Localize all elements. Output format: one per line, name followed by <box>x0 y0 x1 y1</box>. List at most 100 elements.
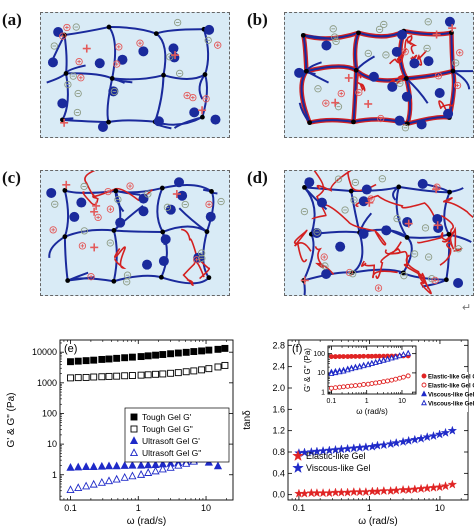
polymer-chain <box>48 235 66 259</box>
positive-ion <box>214 41 222 49</box>
y-tick-label: 100 <box>42 408 57 418</box>
crosslink-node <box>111 278 117 284</box>
negative-ion <box>300 207 309 216</box>
negative-ion <box>163 203 172 211</box>
data-point <box>167 369 175 377</box>
polymer-chain <box>405 77 429 104</box>
data-point <box>356 363 363 370</box>
data-point <box>328 385 334 391</box>
data-point <box>136 460 146 469</box>
positive-ion <box>63 23 71 32</box>
data-point <box>98 355 106 363</box>
positive-ion <box>94 213 102 222</box>
inset-legend-marker <box>421 373 427 379</box>
charged-bead <box>174 177 185 188</box>
positive-ion <box>322 99 330 107</box>
negative-ion <box>424 18 432 26</box>
data-point <box>121 372 129 380</box>
free-red-chain <box>82 171 99 206</box>
free-red-chain <box>356 73 366 92</box>
polymer-chain <box>198 73 206 100</box>
data-point <box>352 353 358 359</box>
data-point <box>144 352 152 360</box>
negative-ion <box>382 51 390 59</box>
data-point <box>388 354 395 361</box>
free-red-chain <box>316 171 377 192</box>
data-point <box>410 484 420 494</box>
polymer-chain <box>155 32 167 76</box>
free-red-chain <box>417 214 455 244</box>
negative-ion <box>421 224 430 232</box>
panel-label-e: (e) <box>64 343 77 355</box>
polymer-chain <box>65 64 86 74</box>
negative-ion <box>423 44 431 53</box>
data-point <box>416 483 426 493</box>
x-tick-label: 1 <box>136 503 141 513</box>
negative-ion <box>144 190 152 198</box>
polymer-chain <box>63 190 70 238</box>
negative-ion <box>51 200 59 208</box>
data-point <box>205 346 213 354</box>
polymer-chain <box>46 72 67 84</box>
negative-ion <box>349 270 357 278</box>
free-red-chain <box>114 246 127 269</box>
data-point <box>342 487 353 497</box>
free-red-chain <box>360 260 398 279</box>
positive-ion <box>126 182 134 190</box>
crosslink-node <box>202 72 208 77</box>
inset-legend-bg <box>420 372 468 412</box>
x-tick-label: 10 <box>201 503 211 513</box>
polymer-chain <box>108 119 156 124</box>
negative-ion <box>454 245 463 253</box>
x-tick-label: 0.1 <box>64 503 77 513</box>
data-point <box>324 488 335 498</box>
data-point <box>299 488 310 498</box>
y-axis-label: G' & G" (Pa) <box>303 348 312 392</box>
charged-bead <box>444 16 455 27</box>
data-point <box>174 369 182 377</box>
data-point <box>416 433 426 443</box>
polymer-chain <box>202 231 210 279</box>
legend-marker <box>129 436 139 445</box>
crosslink-node <box>304 68 309 74</box>
data-point <box>336 487 347 497</box>
negative-ion <box>331 33 339 41</box>
data-point <box>182 458 191 467</box>
charged-bead <box>177 190 188 201</box>
positive-ion <box>320 253 328 261</box>
polymer-chain <box>302 233 315 281</box>
positive-ion <box>434 72 443 80</box>
crosslink-node <box>446 231 452 237</box>
data-point <box>340 367 347 374</box>
plot-frame <box>327 345 417 395</box>
charged-bead <box>381 225 392 236</box>
data-point <box>385 378 390 384</box>
negative-ion <box>351 178 360 187</box>
data-point <box>205 365 213 373</box>
charged-bead <box>210 114 221 125</box>
polymer-chain <box>108 26 117 79</box>
crosslink-node <box>113 188 119 194</box>
negative-ion <box>204 36 212 44</box>
x-tick-label: 10 <box>435 503 445 513</box>
negative-ion <box>64 80 72 89</box>
data-point <box>357 382 363 388</box>
data-point <box>136 470 146 478</box>
positive-ion <box>192 256 201 264</box>
polymer-chain <box>202 28 210 75</box>
panel-label-d: (d) <box>247 168 268 187</box>
crosslink-node <box>160 229 166 235</box>
data-point <box>341 354 346 359</box>
data-point <box>318 488 328 498</box>
data-point <box>332 385 338 391</box>
crosslink-node <box>204 229 210 235</box>
data-point <box>357 353 363 359</box>
charged-bead <box>115 217 126 228</box>
legend-label: Viscous-like Gel <box>306 463 370 473</box>
polymer-chain <box>405 78 412 125</box>
free-red-chain <box>389 74 404 88</box>
network-diagram-a <box>46 18 222 132</box>
data-point <box>428 482 439 492</box>
negative-ion <box>174 18 182 27</box>
data-point <box>405 373 411 379</box>
